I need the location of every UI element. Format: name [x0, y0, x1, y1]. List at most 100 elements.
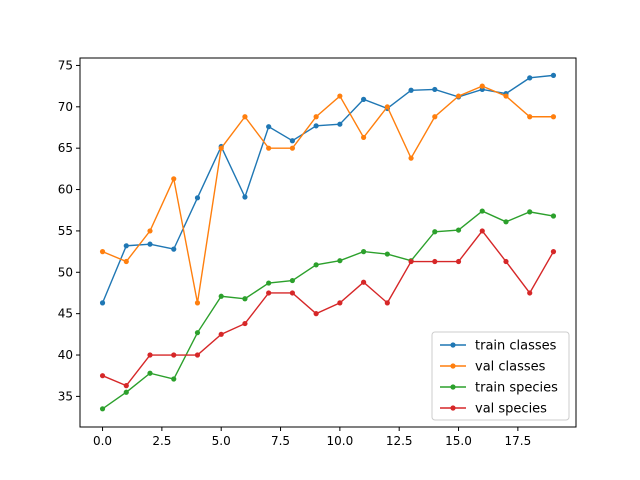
- data-point-train-classes: [194, 195, 201, 201]
- series-layer: [99, 72, 557, 412]
- y-axis: 35 40 45 50 55 60 65 70 75: [58, 58, 80, 403]
- data-point-train-classes: [527, 75, 533, 81]
- data-point-val-species: [455, 258, 462, 265]
- data-point-val-species: [503, 258, 509, 265]
- legend-label: val species: [475, 402, 547, 417]
- data-point-val-species: [218, 331, 224, 337]
- x-tick-label: 17.5: [504, 434, 531, 448]
- legend-label: train classes: [475, 339, 557, 354]
- data-point-val-species: [432, 258, 438, 265]
- data-point-val-classes: [313, 114, 319, 120]
- y-tick-label: 35: [58, 389, 73, 403]
- data-point-train-classes: [242, 194, 248, 200]
- series-line-train-species: [102, 210, 554, 410]
- data-point-train-classes: [147, 241, 153, 247]
- data-point-val-classes: [337, 93, 343, 99]
- data-point-train-species: [337, 258, 343, 264]
- data-point-train-classes: [123, 243, 129, 249]
- data-point-train-species: [123, 389, 129, 395]
- data-point-val-species: [242, 320, 248, 327]
- data-point-val-classes: [242, 114, 248, 120]
- data-point-val-classes: [455, 93, 462, 99]
- y-tick-label: 75: [58, 58, 73, 72]
- data-point-val-species: [527, 290, 533, 296]
- data-point-train-species: [550, 213, 557, 219]
- data-point-train-species: [455, 227, 462, 233]
- data-point-val-classes: [194, 300, 201, 306]
- y-tick-label: 40: [58, 348, 73, 362]
- data-point-train-species: [242, 296, 248, 302]
- data-point-val-classes: [99, 249, 106, 255]
- legend-box: [431, 331, 570, 421]
- y-tick-label: 45: [58, 307, 73, 321]
- data-point-train-classes: [171, 246, 177, 252]
- data-point-train-classes: [266, 124, 272, 130]
- data-point-train-species: [313, 262, 319, 268]
- data-point-train-classes: [99, 300, 106, 306]
- data-point-train-classes: [313, 123, 319, 129]
- x-axis: 0.0 2.5 5.0 7.5 10.0 12.5 15.0 17.5: [93, 427, 531, 448]
- y-tick-label: 60: [58, 183, 73, 197]
- data-point-train-species: [147, 370, 153, 376]
- y-tick-label: 65: [58, 141, 73, 155]
- data-point-val-species: [99, 373, 106, 379]
- y-tick-label: 70: [58, 100, 73, 114]
- y-tick-label: 50: [58, 265, 73, 279]
- data-point-train-species: [218, 293, 224, 299]
- data-point-val-species: [479, 228, 485, 234]
- series-train-classes: [99, 72, 557, 306]
- legend-marker-train-species: [450, 384, 456, 390]
- data-point-val-classes: [289, 145, 296, 151]
- x-tick-label: 0.0: [93, 434, 112, 448]
- series-line-val-classes: [102, 85, 554, 304]
- legend-marker-val-species: [450, 405, 456, 411]
- data-point-val-species: [408, 258, 414, 265]
- data-point-val-species: [194, 352, 201, 358]
- data-point-train-species: [171, 376, 177, 382]
- data-point-train-classes: [337, 121, 343, 127]
- data-point-val-classes: [171, 176, 177, 182]
- data-point-val-species: [266, 290, 272, 296]
- data-point-val-classes: [432, 114, 438, 120]
- series-val-classes: [99, 83, 557, 306]
- data-point-val-classes: [384, 104, 390, 110]
- legend-label: val classes: [475, 360, 546, 375]
- series-line-val-species: [102, 229, 555, 387]
- data-point-val-species: [384, 300, 390, 306]
- x-tick-label: 12.5: [386, 434, 413, 448]
- data-point-train-classes: [360, 96, 367, 102]
- data-point-val-species: [289, 290, 296, 296]
- data-point-val-classes: [503, 93, 509, 99]
- data-point-train-species: [384, 251, 390, 257]
- data-point-val-species: [313, 311, 319, 317]
- series-train-species: [99, 208, 557, 412]
- data-point-val-classes: [218, 145, 224, 151]
- data-point-train-classes: [289, 138, 296, 144]
- data-point-val-classes: [527, 114, 533, 120]
- data-point-train-classes: [432, 86, 438, 93]
- data-point-train-species: [479, 208, 485, 214]
- legend: train classes val classes train species val…: [431, 331, 570, 421]
- data-point-train-species: [194, 330, 201, 336]
- x-tick-label: 5.0: [212, 434, 231, 448]
- data-point-val-classes: [123, 258, 129, 265]
- data-point-train-classes: [550, 72, 557, 78]
- data-point-train-species: [432, 229, 438, 235]
- legend-marker-train-classes: [450, 342, 456, 348]
- data-point-val-classes: [550, 114, 557, 120]
- data-point-val-species: [171, 352, 177, 358]
- data-point-val-classes: [266, 145, 272, 151]
- data-point-val-species: [337, 300, 343, 306]
- data-point-val-classes: [479, 83, 485, 89]
- data-point-val-species: [360, 279, 367, 285]
- x-tick-label: 15.0: [445, 434, 472, 448]
- data-point-val-classes: [408, 155, 414, 161]
- x-tick-label: 10.0: [327, 434, 354, 448]
- data-point-val-classes: [360, 134, 367, 141]
- x-tick-label: 7.5: [271, 434, 290, 448]
- data-point-val-species: [123, 383, 129, 389]
- y-tick-label: 55: [58, 224, 73, 238]
- data-point-train-species: [503, 219, 509, 225]
- data-point-val-species: [550, 249, 557, 255]
